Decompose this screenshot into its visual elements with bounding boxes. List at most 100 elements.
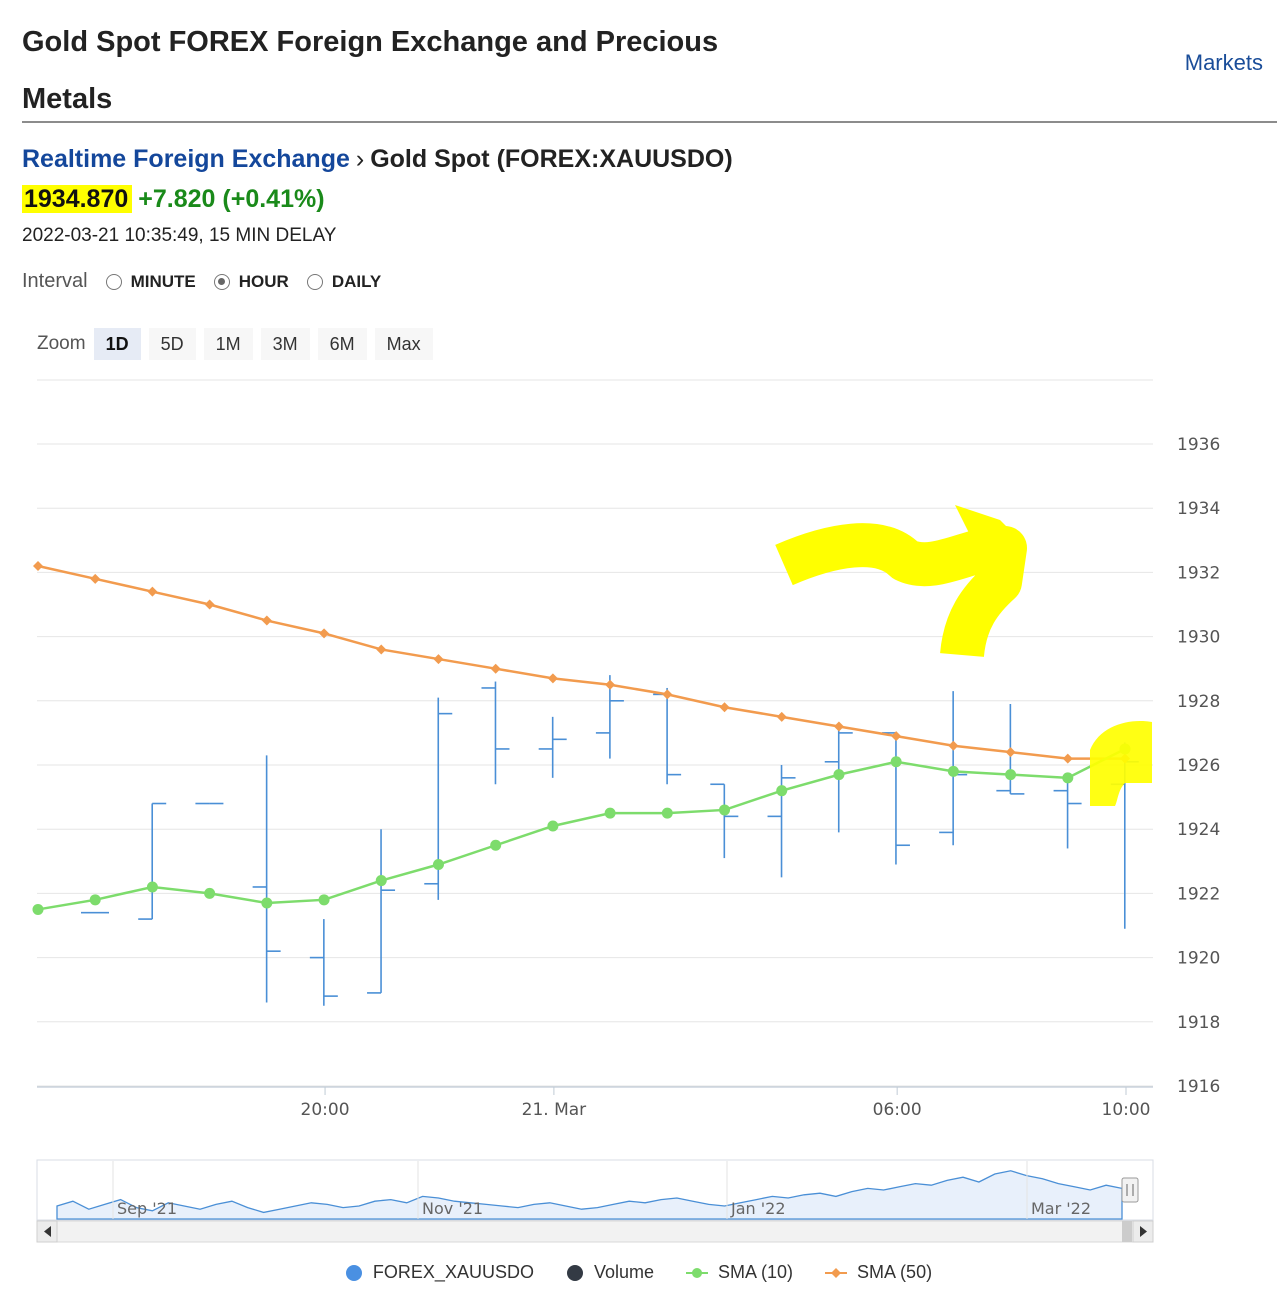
series-point bbox=[776, 711, 787, 722]
interval-radio-hour[interactable]: HOUR bbox=[213, 271, 289, 292]
radio-checked-icon bbox=[213, 273, 230, 290]
zoom-selector: Zoom 1D 5D 1M 3M 6M Max bbox=[37, 328, 441, 360]
highlight-arrow-stroke bbox=[775, 523, 1027, 658]
series-point bbox=[1062, 753, 1073, 764]
navigator-scrollbar[interactable] bbox=[36, 1220, 1154, 1243]
navigator[interactable]: Sep '21 Nov '21 Jan '22 Mar '22 bbox=[36, 1159, 1154, 1243]
series-point bbox=[89, 894, 101, 906]
y-tick-label: 1916 bbox=[1177, 1077, 1220, 1097]
zoom-button-1m[interactable]: 1M bbox=[203, 328, 253, 360]
legend-item-sma10[interactable]: SMA (10) bbox=[686, 1262, 793, 1283]
ohlc-bar bbox=[710, 783, 739, 859]
navigator-labels: Sep '21 Nov '21 Jan '22 Mar '22 bbox=[117, 1199, 1091, 1218]
zoom-button-3m[interactable]: 3M bbox=[260, 328, 310, 360]
sma-50-series bbox=[33, 560, 1130, 764]
navigator-series bbox=[56, 1170, 1123, 1220]
interval-radio-daily[interactable]: DAILY bbox=[306, 271, 382, 292]
series-point bbox=[776, 785, 788, 797]
navigator-label: Mar '22 bbox=[1031, 1199, 1091, 1218]
y-tick-label: 1924 bbox=[1177, 820, 1220, 840]
interval-radio-minute[interactable]: MINUTE bbox=[105, 271, 196, 292]
series-point bbox=[1005, 747, 1016, 758]
zoom-button-max[interactable]: Max bbox=[374, 328, 433, 360]
breadcrumb: Realtime Foreign Exchange › Gold Spot (FOR… bbox=[22, 145, 733, 174]
series-line bbox=[37, 564, 1125, 760]
markets-link[interactable]: Markets bbox=[1184, 50, 1263, 75]
series-point bbox=[547, 673, 558, 684]
interval-option-label: DAILY bbox=[331, 271, 382, 291]
x-axis-labels: 20:00 21. Mar 06:00 10:00 bbox=[301, 1087, 1151, 1120]
breadcrumb-parent-link[interactable]: Realtime Foreign Exchange bbox=[22, 145, 350, 173]
ohlc-bar bbox=[824, 729, 853, 833]
series-point bbox=[146, 881, 158, 893]
series-point bbox=[433, 654, 444, 665]
y-tick-label: 1934 bbox=[1177, 499, 1220, 519]
series-point bbox=[90, 573, 101, 584]
series-point bbox=[719, 804, 731, 816]
legend-item-sma50[interactable]: SMA (50) bbox=[825, 1262, 932, 1283]
ohlc-bar bbox=[653, 687, 682, 785]
chart-legend: FOREX_XAUUSDO Volume SMA (10) SMA (50) bbox=[0, 1262, 1277, 1283]
series-point bbox=[204, 599, 215, 610]
radio-icon bbox=[105, 273, 122, 290]
page-title: Gold Spot FOREX Foreign Exchange and Pre… bbox=[22, 26, 719, 115]
navigator-handle[interactable] bbox=[1121, 1177, 1139, 1203]
series-point bbox=[490, 663, 501, 674]
series-point bbox=[719, 702, 730, 713]
highlight-last-point bbox=[1090, 720, 1152, 806]
series-point bbox=[376, 644, 387, 655]
scrollbar-thumb[interactable] bbox=[1122, 1221, 1132, 1242]
series-point bbox=[261, 615, 272, 626]
highlight-arrow-head bbox=[955, 505, 1025, 590]
interval-option-label: MINUTE bbox=[130, 271, 196, 291]
interval-option-label: HOUR bbox=[238, 271, 289, 291]
y-tick-label: 1930 bbox=[1177, 628, 1220, 648]
series-point bbox=[947, 765, 959, 777]
zoom-button-6m[interactable]: 6M bbox=[317, 328, 367, 360]
price-value: 1934.870 bbox=[22, 185, 133, 213]
series-point bbox=[547, 820, 559, 832]
ohlc-bar bbox=[252, 755, 281, 1003]
series-point bbox=[318, 894, 330, 906]
series-point bbox=[833, 721, 844, 732]
chevron-right-icon bbox=[1140, 1226, 1147, 1237]
series-point bbox=[375, 875, 387, 887]
legend-item-volume[interactable]: Volume bbox=[566, 1262, 654, 1283]
series-point bbox=[890, 756, 902, 768]
navigator-label: Sep '21 bbox=[117, 1199, 177, 1218]
ohlc-bar bbox=[367, 829, 396, 994]
y-tick-label: 1932 bbox=[1177, 563, 1220, 583]
series-point bbox=[1005, 769, 1017, 781]
legend-item-forex[interactable]: FOREX_XAUUSDO bbox=[345, 1262, 534, 1283]
y-tick-label: 1918 bbox=[1177, 1013, 1220, 1033]
price-chart[interactable]: 1936 1934 1932 1930 1928 1926 1924 1922 1920 1918… bbox=[0, 370, 1277, 1255]
ohlc-bar bbox=[309, 919, 338, 1006]
ohlc-bar bbox=[538, 716, 567, 778]
legend-label: SMA (10) bbox=[718, 1262, 794, 1282]
breadcrumb-current: Gold Spot (FOREX:XAUUSDO) bbox=[370, 145, 733, 173]
series-line bbox=[37, 747, 1126, 911]
sma-10-series bbox=[32, 743, 1131, 915]
x-tick-label: 21. Mar bbox=[522, 1100, 587, 1120]
series-point bbox=[32, 903, 44, 915]
series-point bbox=[432, 859, 444, 871]
y-tick-label: 1928 bbox=[1177, 692, 1220, 712]
legend-label: FOREX_XAUUSDO bbox=[372, 1262, 534, 1282]
breadcrumb-separator: › bbox=[355, 145, 365, 173]
series-point bbox=[605, 679, 616, 690]
legend-circle-icon bbox=[345, 1264, 362, 1281]
series-point bbox=[147, 586, 158, 597]
legend-line-diamond-icon bbox=[825, 1267, 848, 1278]
x-tick-label: 20:00 bbox=[301, 1100, 350, 1120]
navigator-gridlines bbox=[112, 1161, 1028, 1219]
series-point bbox=[204, 887, 216, 899]
interval-selector: Interval MINUTE HOUR DAILY bbox=[22, 270, 399, 293]
zoom-button-5d[interactable]: 5D bbox=[148, 328, 196, 360]
highlighter-annotation bbox=[775, 505, 1152, 806]
series-point bbox=[604, 807, 616, 819]
price-row: 1934.870 +7.820 (+0.41%) bbox=[22, 185, 325, 214]
ohlc-bar bbox=[767, 765, 796, 878]
series-point bbox=[261, 897, 273, 909]
zoom-button-1d[interactable]: 1D bbox=[93, 328, 141, 360]
series-point bbox=[891, 731, 902, 742]
